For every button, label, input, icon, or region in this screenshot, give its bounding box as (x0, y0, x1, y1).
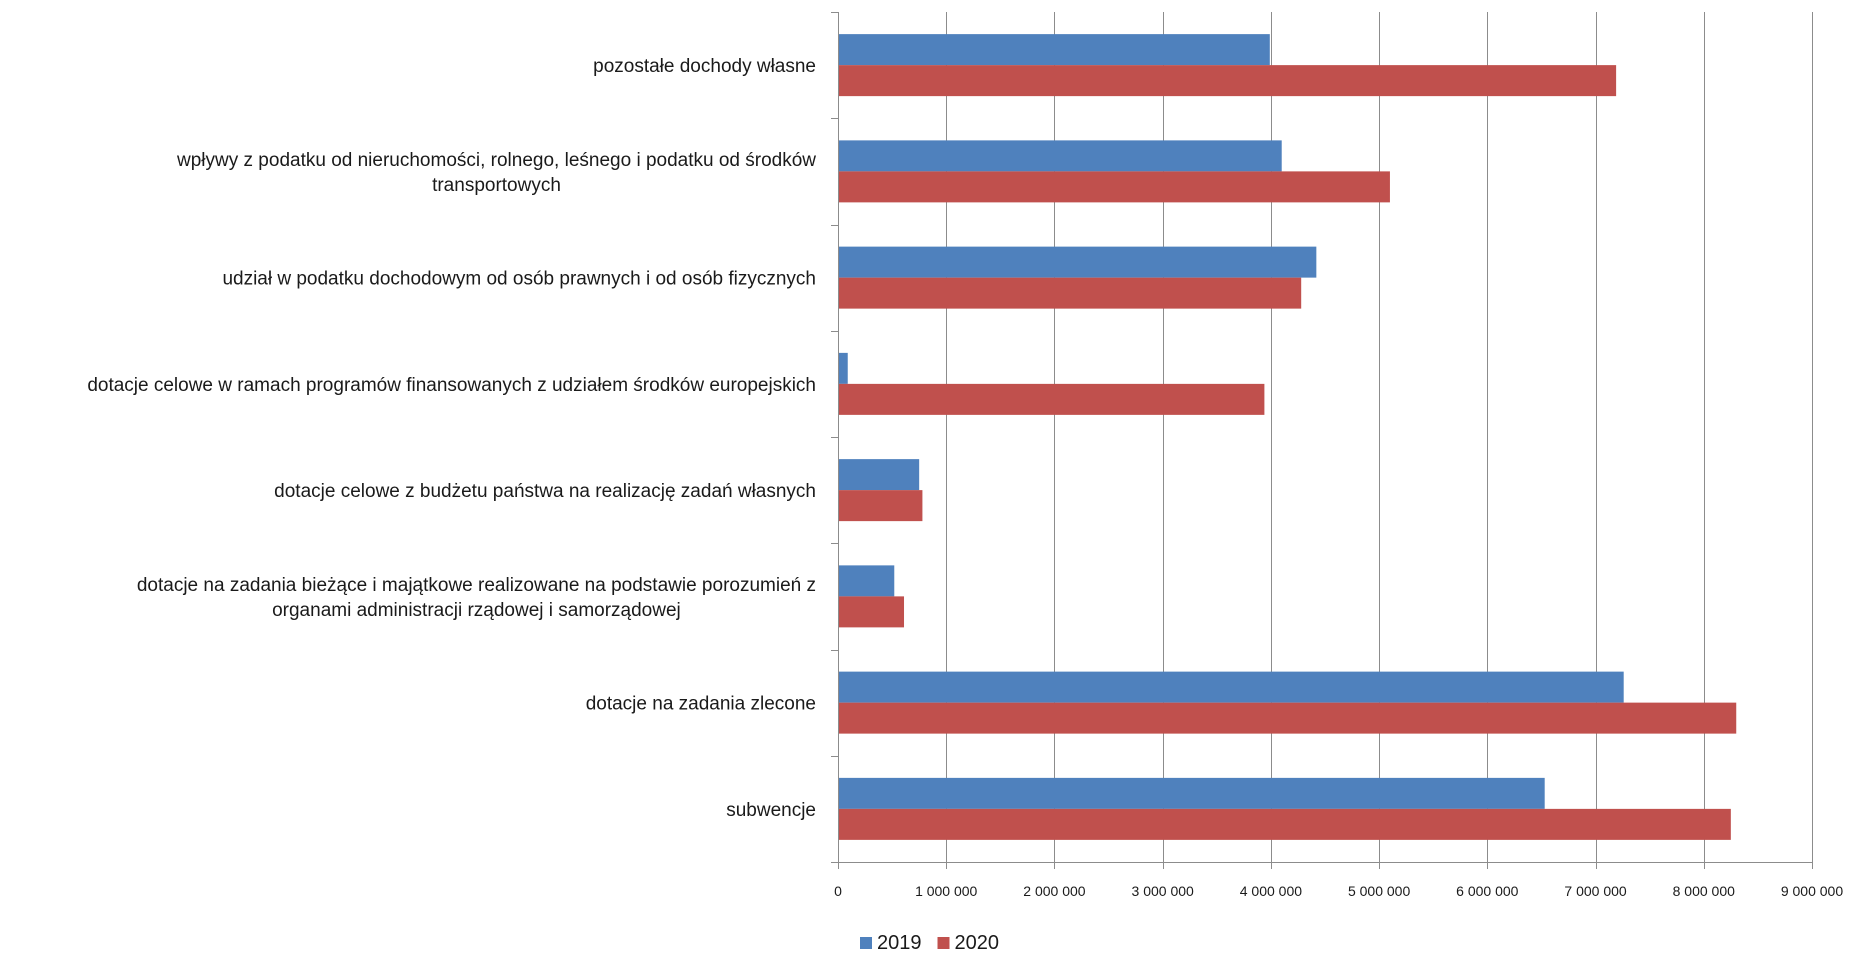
x-tick-label: 1 000 000 (915, 883, 977, 899)
x-tick-label: 0 (834, 883, 842, 899)
axes (831, 12, 1813, 869)
bar-2019 (839, 140, 1282, 172)
x-tick-label: 9 000 000 (1781, 883, 1843, 899)
category-label-line: transportowych (432, 175, 561, 196)
legend-swatch-2020 (937, 937, 950, 949)
category-labels: pozostałe dochody własne wpływy z podatku… (87, 56, 816, 821)
bar-2019 (839, 34, 1270, 66)
bar-2019 (839, 777, 1545, 809)
bar-2019 (839, 352, 848, 384)
category-label-line: dotacje na zadania bieżące i majątkowe r… (137, 575, 816, 596)
category-label: udział w podatku dochodowym od osób praw… (222, 269, 816, 290)
bar-2019 (839, 671, 1624, 703)
bar-2020 (839, 65, 1617, 97)
category-label-line: dotacje na zadania zlecone (586, 694, 816, 715)
category-label: subwencje (726, 800, 816, 821)
x-tick-label: 5 000 000 (1348, 883, 1410, 899)
legend-label: 2020 (955, 932, 1000, 954)
x-tick-labels: 0 1 000 000 2 000 000 3 000 000 4 000 000 5 0… (834, 883, 1843, 899)
bar-2019 (839, 246, 1317, 278)
category-label: dotacje na zadania zlecone (586, 694, 816, 715)
category-label: wpływy z podatku od nieruchomości, rolne… (176, 150, 816, 196)
x-tick-label: 2 000 000 (1023, 883, 1085, 899)
bars (839, 34, 1737, 840)
category-label: dotacje na zadania bieżące i majątkowe r… (137, 575, 816, 621)
x-tick-label: 8 000 000 (1673, 883, 1735, 899)
category-label-line: subwencje (726, 800, 816, 821)
bar-2020 (839, 277, 1302, 309)
bar-2020 (839, 171, 1390, 203)
legend-label: 2019 (877, 932, 922, 954)
x-tick-label: 7 000 000 (1564, 883, 1626, 899)
category-label-line: udział w podatku dochodowym od osób praw… (222, 269, 816, 290)
category-label: dotacje celowe z budżetu państwa na real… (274, 481, 816, 502)
legend-swatch-2019 (860, 937, 872, 949)
bar-2020 (839, 490, 923, 522)
bar-2020 (839, 702, 1737, 734)
category-label-line: wpływy z podatku od nieruchomości, rolne… (176, 150, 816, 171)
x-tick-label: 4 000 000 (1240, 883, 1302, 899)
category-label-line: pozostałe dochody własne (593, 56, 816, 77)
bar-2019 (839, 459, 920, 491)
category-label: dotacje celowe w ramach programów finans… (87, 375, 816, 396)
bar-2020 (839, 596, 905, 628)
legend: 2019 2020 (860, 932, 999, 954)
category-label-line: dotacje celowe z budżetu państwa na real… (274, 481, 816, 502)
category-label: pozostałe dochody własne (593, 56, 816, 77)
x-tick-label: 3 000 000 (1132, 883, 1194, 899)
category-label-line: organami administracji rządowej i samorz… (272, 600, 681, 621)
gridlines (946, 12, 1813, 862)
bar-2019 (839, 565, 895, 597)
x-tick-label: 6 000 000 (1456, 883, 1518, 899)
bar-2020 (839, 808, 1731, 840)
bar-2020 (839, 383, 1265, 415)
category-label-line: dotacje celowe w ramach programów finans… (87, 375, 816, 396)
